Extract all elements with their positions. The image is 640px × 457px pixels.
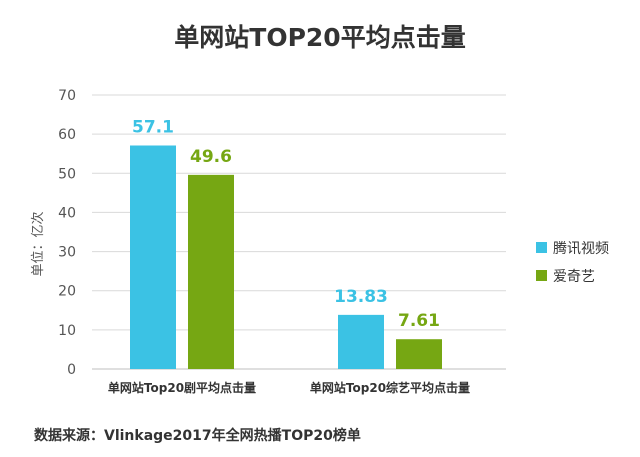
bar bbox=[338, 314, 384, 369]
y-tick-label: 30 bbox=[58, 245, 76, 261]
y-tick-label: 50 bbox=[58, 166, 76, 182]
legend-label: 腾讯视频 bbox=[553, 240, 609, 257]
y-tick-label: 20 bbox=[58, 284, 76, 300]
y-tick-label: 60 bbox=[58, 127, 76, 143]
legend-label: 爱奇艺 bbox=[553, 268, 595, 285]
bars bbox=[130, 145, 442, 369]
data-label: 57.1 bbox=[132, 117, 174, 137]
x-category-label: 单网站Top20剧平均点击量 bbox=[108, 380, 256, 395]
bar bbox=[396, 339, 442, 369]
y-axis-ticks: 0 10 20 30 40 50 60 70 bbox=[58, 88, 76, 378]
legend-swatch bbox=[536, 270, 547, 281]
data-labels: 57.1 49.6 13.83 7.61 bbox=[132, 117, 440, 331]
y-axis-label: 单位：亿次 bbox=[30, 211, 46, 276]
legend-swatch bbox=[536, 242, 547, 253]
source-note: 数据来源：Vlinkage2017年全网热播TOP20榜单 bbox=[34, 428, 361, 444]
data-label: 7.61 bbox=[398, 311, 440, 331]
bar bbox=[130, 145, 176, 369]
y-tick-label: 10 bbox=[58, 323, 76, 339]
y-tick-label: 0 bbox=[67, 362, 76, 378]
x-category-label: 单网站Top20综艺平均点击量 bbox=[310, 380, 470, 395]
bar bbox=[188, 174, 234, 369]
y-tick-label: 40 bbox=[58, 205, 76, 221]
chart-title: 单网站TOP20平均点击量 bbox=[174, 23, 466, 52]
data-label: 49.6 bbox=[190, 147, 232, 167]
x-axis-categories: 单网站Top20剧平均点击量 单网站Top20综艺平均点击量 bbox=[108, 380, 470, 395]
y-tick-label: 70 bbox=[58, 88, 76, 104]
data-label: 13.83 bbox=[334, 287, 388, 307]
